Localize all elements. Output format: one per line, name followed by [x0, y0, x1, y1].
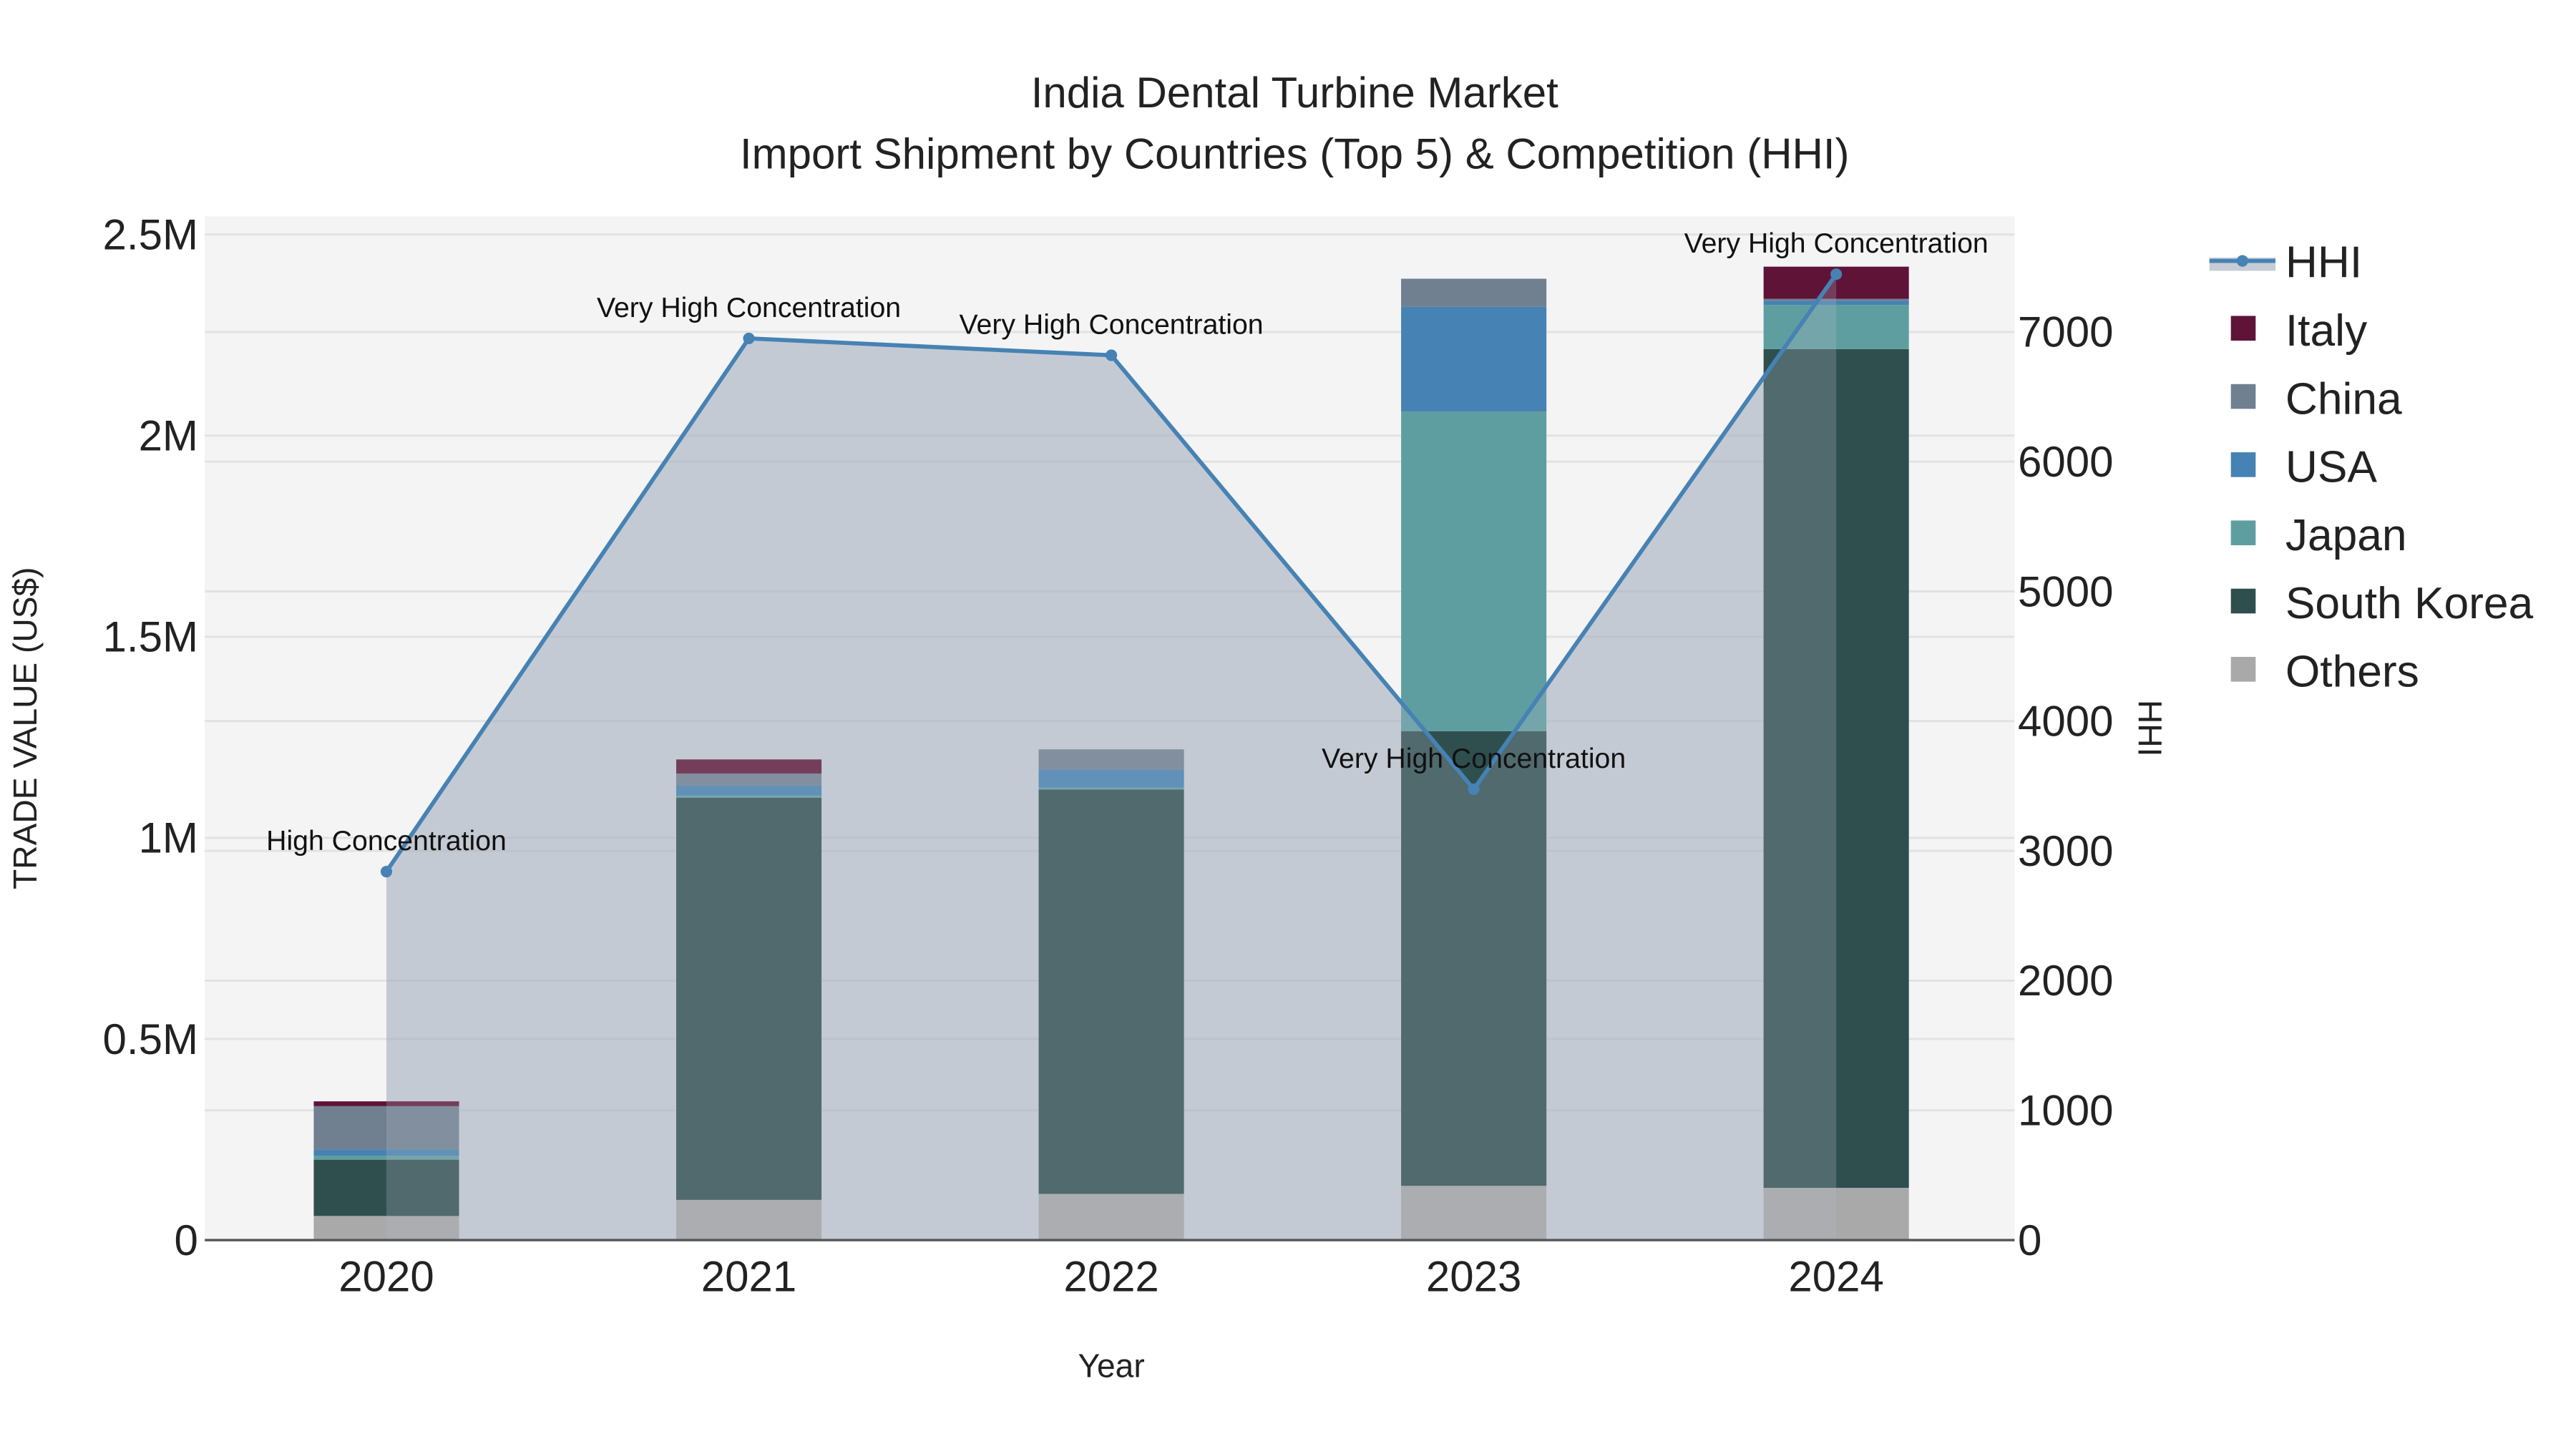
y2-tick-label: 5000 [2018, 567, 2113, 615]
y-axis-title: TRADE VALUE (US$) [6, 567, 44, 889]
y-tick-label: 1.5M [103, 613, 198, 661]
legend-label: Japan [2285, 511, 2407, 560]
bar-others [1401, 1186, 1547, 1241]
x-tick-label: 2021 [701, 1253, 796, 1301]
legend-swatch-south-korea [2230, 588, 2256, 614]
bar-others [1038, 1194, 1184, 1241]
y2-tick-label: 1000 [2018, 1087, 2113, 1135]
hhi-annotation: Very High Concentration [597, 292, 901, 323]
bar-japan [1401, 411, 1547, 731]
y2-tick-label: 7000 [2018, 308, 2113, 356]
hhi-point [1830, 268, 1843, 280]
y-tick-label: 0 [175, 1216, 198, 1264]
y2-tick-label: 4000 [2018, 698, 2113, 746]
bar-italy [676, 759, 822, 774]
x-tick-label: 2022 [1063, 1253, 1158, 1301]
legend-label: Italy [2285, 306, 2368, 356]
bar-south-korea [1401, 731, 1547, 1186]
bar-china [1401, 278, 1547, 307]
chart-subtitle: Import Shipment by Countries (Top 5) & C… [740, 130, 1850, 177]
hhi-point [1468, 783, 1480, 796]
y-tick-label: 2.5M [103, 210, 198, 258]
x-axis-title: Year [1078, 1347, 1144, 1385]
legend-swatch-usa [2230, 452, 2256, 477]
chart-title: India Dental Turbine Market [1031, 69, 1558, 117]
bar-italy [313, 1101, 459, 1106]
bar-others [676, 1199, 822, 1241]
y2-axis-title: HHI [2131, 700, 2168, 756]
bar-usa [1401, 306, 1547, 412]
bar-south-korea [1038, 789, 1184, 1194]
bar-south-korea [313, 1159, 459, 1216]
y-tick-label: 0.5M [103, 1015, 198, 1063]
x-tick-label: 2024 [1788, 1253, 1883, 1301]
bar-usa [1763, 301, 1909, 306]
y-tick-label: 1M [139, 814, 198, 862]
legend-label: Others [2285, 648, 2419, 697]
legend-hhi-marker [2236, 255, 2248, 267]
y2-tick-label: 6000 [2018, 438, 2113, 486]
x-tick-label: 2020 [338, 1253, 434, 1301]
legend-swatch-italy [2230, 316, 2256, 341]
hhi-area-overlay [386, 274, 1837, 1241]
hhi-point [1106, 349, 1118, 361]
hhi-annotation: Very High Concentration [1684, 228, 1989, 259]
legend-label: China [2285, 374, 2402, 424]
hhi-point [380, 866, 393, 878]
bar-south-korea [676, 797, 822, 1200]
bar-usa [1038, 769, 1184, 788]
bar-japan [313, 1156, 459, 1160]
bar-south-korea [1763, 348, 1909, 1188]
legend-swatch-others [2230, 657, 2256, 682]
hhi-annotation: Very High Concentration [960, 308, 1264, 340]
bar-china [313, 1106, 459, 1150]
y-tick-label: 2M [139, 412, 198, 460]
hhi-point [743, 332, 755, 344]
legend-label: USA [2285, 443, 2378, 492]
legend-swatch-japan [2230, 520, 2256, 545]
legend-label: South Korea [2285, 579, 2534, 628]
bar-others [313, 1216, 459, 1241]
bar-china [676, 773, 822, 786]
y2-tick-label: 3000 [2018, 827, 2113, 875]
hhi-annotation: High Concentration [266, 825, 507, 857]
bar-usa [313, 1149, 459, 1156]
bar-usa [676, 785, 822, 796]
bar-china [1038, 749, 1184, 770]
legend-swatch-china [2230, 384, 2256, 409]
bar-china [1763, 298, 1909, 301]
bar-others [1763, 1187, 1909, 1241]
x-tick-label: 2023 [1426, 1253, 1521, 1301]
hhi-annotation: Very High Concentration [1322, 743, 1626, 774]
bar-japan [676, 795, 822, 798]
y2-tick-label: 0 [2018, 1216, 2041, 1264]
legend: HHI Italy China USA Japan South Korea Others [2209, 238, 2534, 697]
y2-tick-label: 2000 [2018, 957, 2113, 1005]
legend-label: HHI [2285, 238, 2362, 288]
bar-japan [1038, 787, 1184, 790]
